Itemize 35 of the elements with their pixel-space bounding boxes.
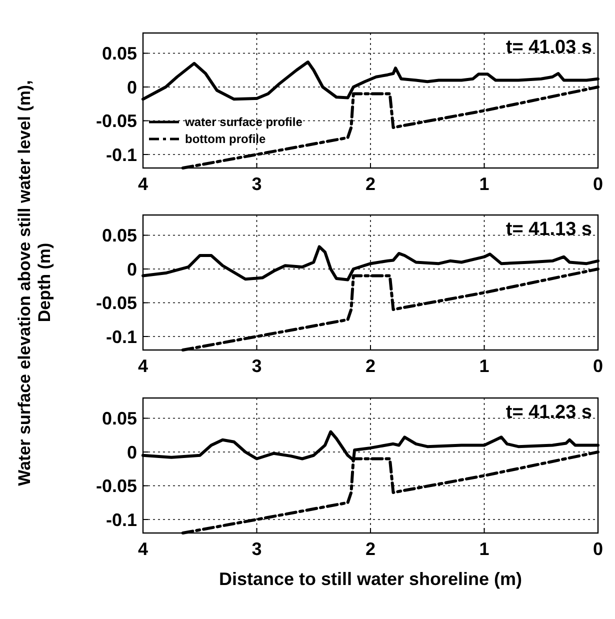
y-tick-label: -0.1	[106, 326, 137, 347]
x-tick-label: 2	[365, 356, 376, 376]
x-tick-label: 1	[479, 356, 490, 376]
x-tick-label: 2	[365, 174, 376, 194]
y-axis-title: Water surface elevation above still water level (m),	[15, 80, 34, 486]
legend-label: bottom profile	[185, 132, 266, 146]
x-tick-label: 4	[138, 539, 148, 559]
x-tick-label: 3	[252, 174, 262, 194]
y-tick-label: 0	[126, 77, 137, 98]
y-tick-label: -0.05	[96, 476, 137, 496]
x-tick-label: 3	[252, 356, 262, 376]
chart-title: t= 41.13 s	[506, 219, 592, 240]
y-axis-title: Depth (m)	[35, 242, 54, 322]
y-tick-label: 0.05	[102, 44, 137, 64]
chart-title: t= 41.23 s	[506, 402, 592, 423]
y-tick-label: 0.05	[102, 226, 137, 246]
y-tick-label: -0.05	[96, 293, 137, 314]
x-tick-label: 0	[592, 356, 604, 376]
x-tick-label: 2	[365, 539, 376, 559]
y-tick-label: -0.1	[106, 510, 137, 530]
y-tick-label: 0	[126, 259, 137, 280]
x-tick-label: 0	[592, 539, 604, 559]
x-tick-label: 1	[479, 174, 490, 194]
x-tick-label: 1	[479, 539, 490, 559]
x-tick-label: 4	[138, 174, 148, 194]
x-tick-label: 4	[138, 356, 148, 376]
y-tick-label: 0.05	[102, 408, 137, 429]
x-axis-title: Distance to still water shoreline (m)	[218, 569, 522, 589]
y-tick-label: 0	[126, 442, 137, 462]
x-tick-label: 0	[592, 174, 604, 194]
y-tick-label: -0.05	[96, 111, 137, 132]
y-tick-label: -0.1	[106, 144, 137, 165]
x-tick-label: 3	[252, 539, 262, 559]
legend-label: water surface profile	[184, 115, 303, 130]
chart-title: t= 41.03 s	[506, 37, 592, 58]
